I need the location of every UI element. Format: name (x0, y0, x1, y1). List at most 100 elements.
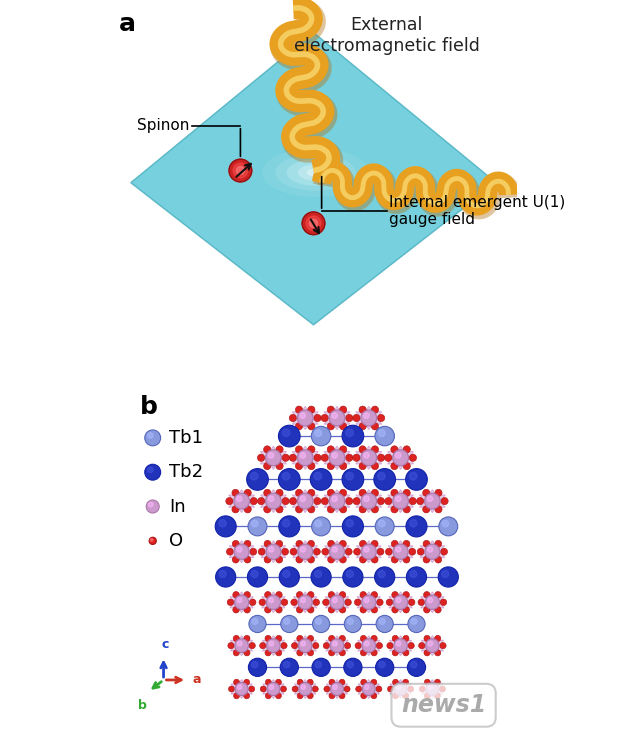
Circle shape (391, 506, 398, 513)
Polygon shape (230, 597, 253, 612)
Circle shape (276, 446, 283, 453)
Circle shape (441, 548, 448, 555)
Circle shape (289, 454, 297, 461)
Circle shape (233, 592, 240, 598)
Circle shape (265, 493, 282, 509)
Circle shape (332, 597, 337, 603)
Circle shape (308, 540, 315, 548)
Circle shape (403, 540, 410, 548)
Circle shape (244, 679, 250, 685)
Circle shape (291, 599, 297, 606)
Circle shape (403, 489, 410, 496)
Circle shape (234, 595, 249, 609)
Circle shape (361, 544, 376, 559)
Circle shape (246, 469, 268, 490)
Ellipse shape (307, 168, 324, 177)
Circle shape (279, 567, 299, 587)
Circle shape (275, 679, 282, 685)
Polygon shape (324, 451, 350, 469)
Circle shape (424, 693, 430, 699)
Circle shape (308, 557, 315, 563)
Polygon shape (326, 635, 348, 651)
Circle shape (403, 557, 410, 563)
Circle shape (355, 642, 361, 649)
Circle shape (314, 454, 321, 461)
Circle shape (248, 517, 267, 536)
Circle shape (252, 618, 258, 624)
Circle shape (408, 659, 426, 676)
Circle shape (297, 650, 303, 656)
Circle shape (403, 650, 409, 656)
Circle shape (297, 635, 303, 641)
Circle shape (269, 641, 274, 646)
Circle shape (346, 429, 354, 437)
Circle shape (394, 638, 408, 653)
Circle shape (244, 557, 251, 563)
Circle shape (345, 414, 353, 422)
Circle shape (424, 650, 430, 656)
Circle shape (339, 635, 345, 641)
Circle shape (282, 472, 290, 480)
Polygon shape (262, 635, 285, 651)
Polygon shape (326, 640, 348, 656)
Circle shape (236, 166, 245, 174)
Circle shape (391, 463, 398, 469)
Circle shape (356, 686, 362, 692)
Circle shape (298, 682, 312, 696)
Circle shape (146, 500, 159, 513)
Circle shape (339, 679, 345, 685)
Circle shape (300, 413, 305, 419)
Circle shape (339, 650, 345, 656)
Circle shape (423, 557, 430, 563)
Circle shape (386, 599, 393, 606)
Circle shape (377, 548, 384, 555)
Circle shape (244, 693, 250, 699)
Circle shape (403, 506, 410, 513)
Circle shape (290, 498, 297, 504)
Polygon shape (292, 446, 319, 464)
Circle shape (327, 422, 334, 430)
Circle shape (301, 641, 305, 646)
Circle shape (219, 519, 226, 527)
Text: b: b (138, 700, 147, 712)
Polygon shape (422, 679, 443, 694)
Polygon shape (389, 635, 412, 651)
Circle shape (375, 517, 394, 536)
Circle shape (403, 446, 410, 453)
Circle shape (251, 571, 258, 577)
Circle shape (329, 544, 345, 559)
Circle shape (364, 547, 369, 552)
Circle shape (265, 650, 271, 656)
Circle shape (409, 519, 417, 527)
Circle shape (310, 219, 317, 227)
Text: c: c (162, 638, 169, 651)
Circle shape (232, 506, 239, 513)
Circle shape (329, 493, 345, 509)
Text: Spinon: Spinon (137, 118, 189, 133)
Circle shape (393, 693, 399, 699)
Circle shape (260, 686, 266, 692)
Circle shape (393, 493, 408, 509)
Circle shape (371, 406, 379, 413)
Circle shape (258, 548, 265, 555)
Circle shape (371, 506, 379, 513)
Circle shape (371, 650, 377, 656)
Circle shape (374, 567, 395, 587)
Circle shape (359, 463, 366, 469)
Polygon shape (356, 495, 382, 513)
Circle shape (371, 540, 378, 548)
Circle shape (379, 662, 385, 668)
Polygon shape (357, 635, 380, 651)
Circle shape (347, 618, 353, 624)
Circle shape (379, 520, 385, 527)
Circle shape (265, 693, 271, 699)
Circle shape (374, 469, 396, 490)
Circle shape (340, 406, 347, 413)
Circle shape (268, 452, 274, 458)
Circle shape (423, 489, 430, 496)
Circle shape (329, 693, 335, 699)
Circle shape (276, 506, 283, 513)
Circle shape (332, 496, 337, 501)
Polygon shape (356, 407, 382, 424)
Circle shape (428, 597, 433, 603)
